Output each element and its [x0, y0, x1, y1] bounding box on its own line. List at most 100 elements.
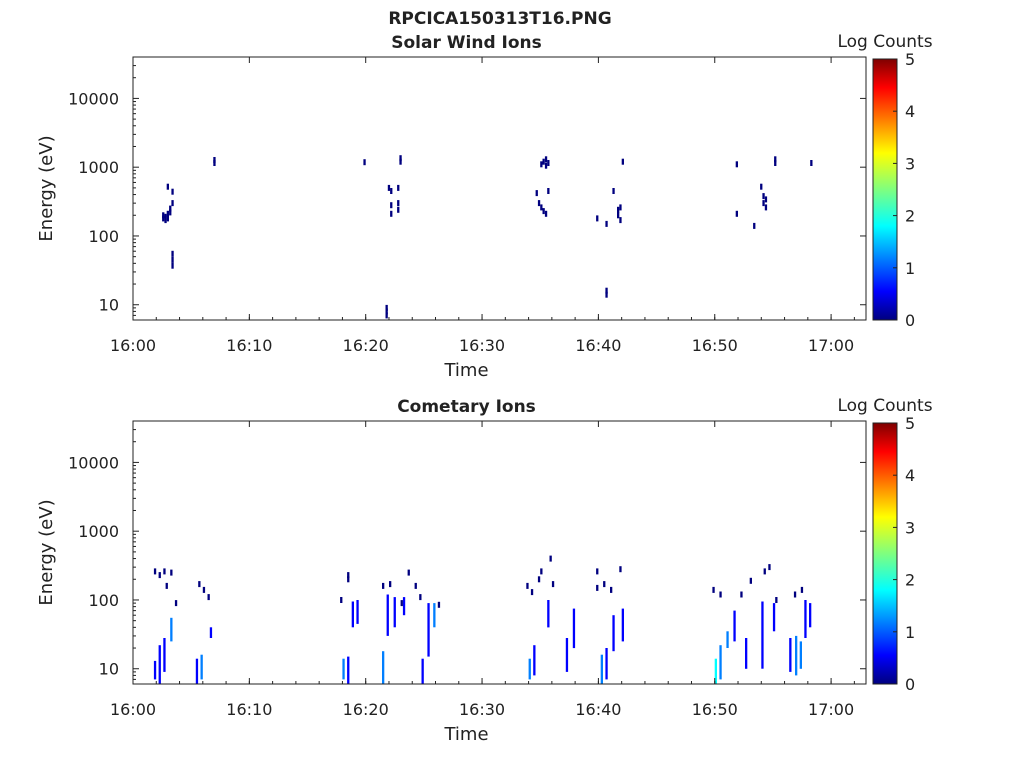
y-axis-label: Energy (eV): [36, 499, 57, 605]
data-cell: [762, 193, 765, 200]
data-column: [726, 631, 729, 648]
data-cell: [617, 212, 620, 219]
data-cell: [174, 600, 178, 607]
data-cell: [621, 158, 624, 165]
data-cell: [596, 215, 599, 222]
data-column: [733, 610, 736, 642]
data-cell: [775, 597, 778, 603]
y-tick-label: 10: [99, 660, 119, 679]
data-cell: [762, 200, 765, 207]
data-column: [605, 648, 608, 680]
data-cell: [389, 581, 392, 588]
x-tick-label: 16:10: [226, 700, 272, 719]
data-cell: [171, 200, 174, 207]
x-axis-label: Time: [443, 360, 488, 381]
data-cell: [760, 183, 763, 190]
data-cell: [166, 183, 169, 190]
x-tick-label: 16:30: [459, 700, 505, 719]
colorbar-tick-label: 3: [905, 518, 915, 537]
data-cell: [619, 566, 622, 573]
colorbar: [872, 58, 898, 321]
data-column: [789, 638, 792, 672]
data-cell: [540, 204, 543, 211]
data-column: [427, 603, 430, 657]
data-cell: [158, 572, 161, 579]
data-column: [195, 658, 199, 684]
x-tick-label: 16:40: [575, 700, 621, 719]
data-cell: [385, 308, 388, 315]
data-cell: [735, 210, 738, 217]
data-cell: [774, 160, 777, 166]
data-column: [209, 627, 213, 638]
data-cell: [400, 600, 403, 607]
colorbar-tick-label: 2: [905, 571, 915, 590]
colorbar-tick-label: 2: [905, 207, 915, 226]
data-column: [528, 658, 531, 680]
data-cell: [162, 212, 165, 219]
data-column: [799, 641, 802, 669]
figure-title: RPCICA150313T16.PNG: [388, 9, 611, 29]
panel-solar-wind-ions: 16:00 16:10 16:20 16:30 16:40 16:50 17:0010100…: [36, 32, 933, 381]
data-column: [621, 608, 624, 642]
data-cell: [764, 204, 768, 211]
data-cell: [385, 312, 388, 319]
data-cell: [549, 555, 552, 562]
x-tick-label: 16:50: [692, 700, 738, 719]
data-cell: [164, 217, 167, 224]
data-cell: [596, 568, 599, 575]
data-column: [714, 658, 717, 684]
data-cell: [363, 159, 366, 166]
colorbar-tick-label: 1: [905, 623, 915, 642]
data-cell: [397, 184, 400, 191]
y-axis-label: Energy (eV): [36, 135, 57, 241]
y-tick-label: 1000: [78, 522, 119, 541]
colorbar: [872, 422, 898, 685]
data-cell: [390, 210, 393, 217]
data-cell: [537, 200, 541, 207]
data-cell: [749, 577, 752, 584]
data-cell: [551, 581, 555, 588]
y-tick-label: 100: [88, 227, 119, 246]
data-column: [163, 638, 166, 672]
colorbar-tick-label: 3: [905, 154, 915, 173]
data-column: [761, 601, 764, 669]
data-cell: [397, 206, 400, 213]
y-tick-label: 10000: [68, 89, 119, 108]
x-tick-label: 16:00: [110, 700, 156, 719]
data-column: [745, 638, 748, 669]
data-cell: [535, 190, 538, 197]
data-cell: [544, 210, 548, 217]
data-cell: [596, 584, 599, 591]
data-cell: [605, 220, 608, 227]
data-cell: [540, 161, 543, 168]
data-cell: [542, 158, 545, 165]
data-cell: [202, 586, 206, 593]
data-cell: [764, 196, 768, 203]
data-column: [351, 601, 354, 628]
data-cell: [340, 597, 343, 603]
data-column: [809, 603, 812, 628]
data-column: [533, 645, 536, 676]
data-column: [393, 597, 396, 628]
data-cell: [712, 586, 715, 593]
data-cell: [382, 582, 385, 589]
data-cell: [165, 582, 168, 589]
data-cell: [171, 256, 174, 263]
data-column: [382, 651, 385, 684]
data-cell: [530, 589, 534, 596]
data-column: [565, 638, 569, 672]
data-cell: [810, 160, 813, 166]
data-cell: [169, 209, 172, 216]
data-cell: [387, 184, 391, 191]
data-cell: [171, 262, 174, 269]
y-tick-label: 10000: [68, 453, 119, 472]
data-column: [153, 660, 157, 680]
data-cell: [390, 188, 393, 194]
data-cell: [170, 569, 173, 576]
plot-area: [133, 57, 866, 320]
data-cell: [612, 188, 615, 194]
data-cell: [162, 215, 165, 222]
data-cell: [544, 162, 548, 169]
colorbar-tick-label: 4: [905, 102, 915, 121]
